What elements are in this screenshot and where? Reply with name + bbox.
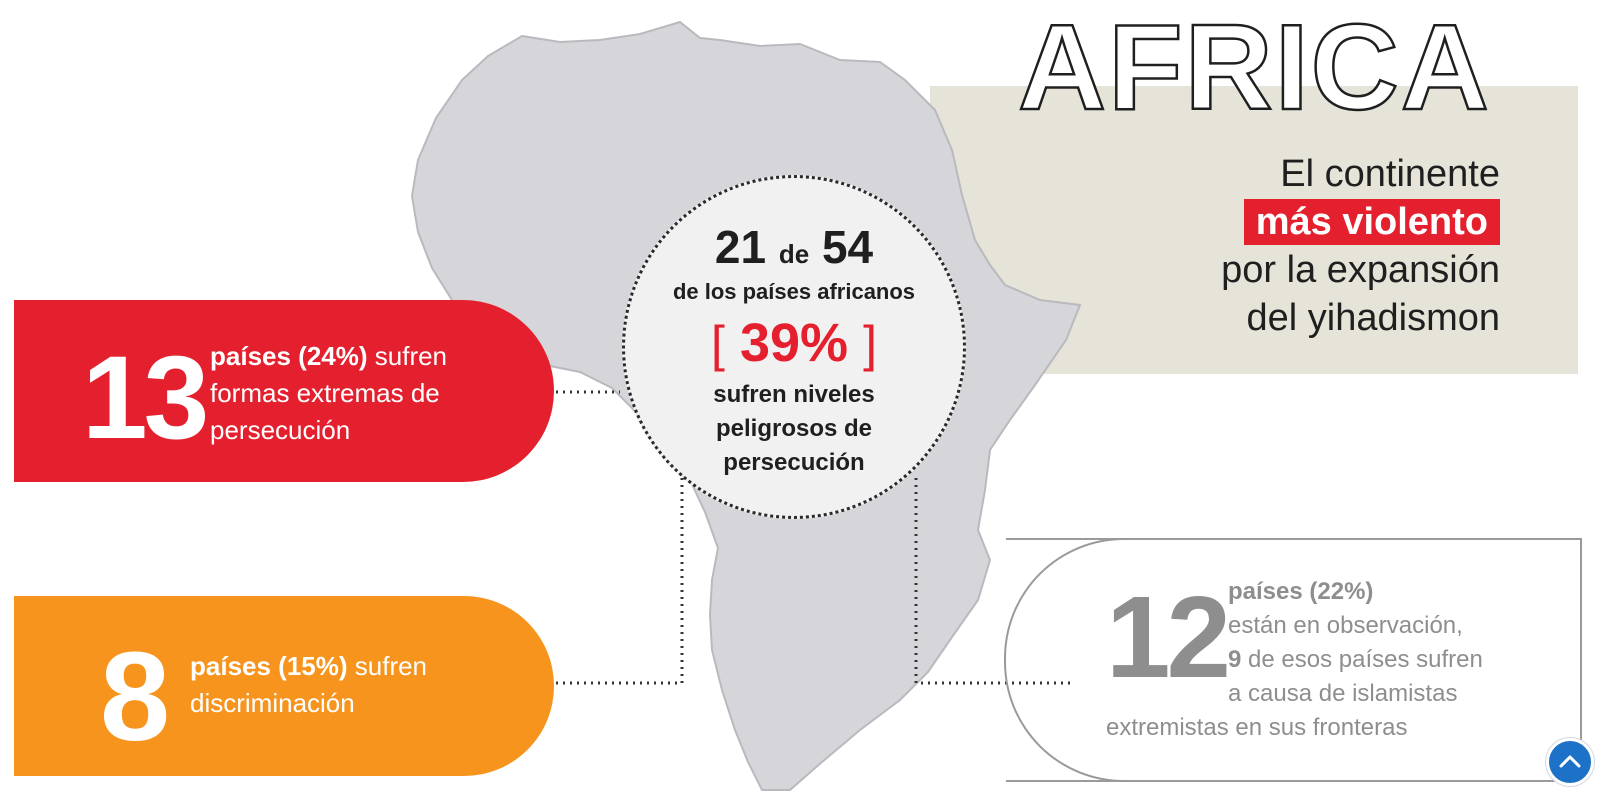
extreme-count: 13 xyxy=(82,332,209,464)
observation-nine: 9 xyxy=(1228,646,1242,673)
bracket-left: [ xyxy=(711,316,725,372)
bracket-right: ] xyxy=(863,316,877,372)
observation-text: países (22%) están en observación, 9 de … xyxy=(1228,575,1483,711)
connector-observation xyxy=(914,478,1070,685)
observation-line4: a causa de islamistas xyxy=(1228,680,1458,707)
center-percent: 39% xyxy=(739,313,849,373)
observation-pct: (22%) xyxy=(1302,578,1374,605)
subtitle-line1: El continente xyxy=(1280,153,1500,195)
center-percent-row: [ 39% ] xyxy=(622,312,966,375)
extreme-line1-rest: sufren xyxy=(367,341,448,371)
center-caption: sufren niveles peligrosos de persecución xyxy=(622,378,966,480)
observation-line5: extremistas en sus fronteras xyxy=(1106,714,1408,741)
observation-panel xyxy=(1004,538,1582,782)
subtitle-line4: del yihadismon xyxy=(1246,297,1500,339)
center-de: de xyxy=(778,239,810,269)
scroll-top-button[interactable] xyxy=(1546,738,1594,786)
discrimination-countries: países (15%) xyxy=(190,651,348,681)
observation-line2: están en observación, xyxy=(1228,612,1463,639)
center-headline: 21 de 54 xyxy=(622,222,966,279)
discrimination-count: 8 xyxy=(100,626,170,767)
center-desc: de los países africanos xyxy=(672,279,916,304)
connector-discrimination xyxy=(500,478,684,685)
center-line3: persecución xyxy=(723,449,865,476)
discrimination-panel xyxy=(14,596,554,776)
extreme-line2: formas extremas de xyxy=(210,378,440,408)
extreme-text: países (24%) sufren formas extremas de p… xyxy=(210,338,447,449)
center-line2: peligrosos de xyxy=(715,415,873,442)
extreme-persecution-panel xyxy=(14,300,554,482)
observation-count: 12 xyxy=(1106,572,1231,702)
discrimination-text: países (15%) sufren discriminación xyxy=(190,648,427,722)
extreme-line3: persecución xyxy=(210,415,351,445)
center-total: 54 xyxy=(821,221,874,273)
center-stat-circle xyxy=(622,175,966,519)
subtitle-highlight: más violento xyxy=(1243,199,1500,245)
center-count: 21 xyxy=(714,221,767,273)
chevron-up-icon xyxy=(1559,755,1581,768)
discrimination-line1-rest: sufren xyxy=(347,651,428,681)
observation-line3-rest: de esos países sufren xyxy=(1241,646,1483,673)
center-line1: sufren niveles xyxy=(713,381,875,408)
subtitle: El continente más violento por la expans… xyxy=(1221,150,1500,342)
extreme-countries: países (24%) xyxy=(210,341,368,371)
page-title: AFRICA xyxy=(1017,0,1491,135)
observation-countries: países xyxy=(1228,578,1303,605)
subtitle-line3: por la expansión xyxy=(1221,249,1500,291)
discrimination-line2: discriminación xyxy=(190,688,355,718)
